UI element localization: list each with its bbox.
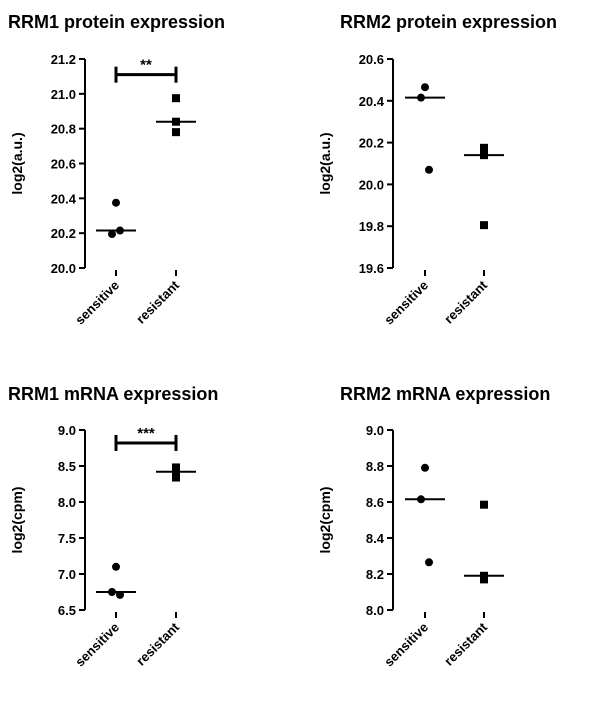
x-category-label: sensitive	[72, 278, 122, 328]
y-tick-label: 20.0	[359, 177, 384, 192]
x-category-label: resistant	[441, 619, 490, 668]
y-tick-label: 8.2	[366, 567, 384, 582]
x-category-label: sensitive	[72, 620, 122, 670]
y-tick-label: 7.0	[58, 567, 76, 582]
y-tick-label: 8.4	[366, 531, 385, 546]
y-tick-label: 6.5	[58, 603, 76, 618]
x-category-label: sensitive	[381, 620, 431, 670]
data-point-sensitive	[112, 562, 120, 571]
y-tick-label: 8.6	[366, 495, 384, 510]
y-tick-label: 19.6	[359, 261, 384, 276]
data-point-sensitive	[112, 198, 120, 207]
y-axis-label: log2(a.u.)	[9, 132, 25, 194]
data-point-resistant	[480, 143, 488, 152]
chart-title: RRM2 protein expression	[340, 12, 557, 32]
data-point-resistant	[172, 128, 180, 137]
data-point-resistant	[480, 500, 488, 509]
y-tick-label: 8.0	[58, 495, 76, 510]
y-axis-label: log2(a.u.)	[317, 132, 333, 194]
data-point-resistant	[480, 221, 488, 230]
y-tick-label: 21.0	[51, 87, 76, 102]
x-category-label: resistant	[133, 277, 182, 326]
x-category-label: resistant	[441, 277, 490, 326]
y-tick-label: 20.6	[51, 157, 76, 172]
y-axis-label: log2(cpm)	[9, 487, 25, 554]
y-tick-label: 20.6	[359, 52, 384, 67]
chart-panel-3: RRM1 mRNA expression 6.5 7.0 7.5 8.0 8.5 9.0 lo…	[8, 384, 218, 669]
data-point-sensitive	[108, 230, 116, 239]
y-tick-label: 20.4	[359, 94, 385, 109]
y-tick-label: 9.0	[58, 423, 76, 438]
chart-panel-2: RRM2 protein expression 19.6 19.8 20.0 20.2 2…	[317, 12, 557, 327]
chart-title: RRM2 mRNA expression	[340, 384, 550, 404]
data-point-sensitive	[421, 463, 429, 472]
y-tick-label: 8.0	[366, 603, 384, 618]
y-tick-label: 19.8	[359, 219, 384, 234]
y-tick-label: 8.8	[366, 459, 384, 474]
data-point-resistant	[172, 94, 180, 103]
chart-title: RRM1 protein expression	[8, 12, 225, 32]
y-tick-label: 8.5	[58, 459, 76, 474]
data-point-sensitive	[425, 165, 433, 174]
chart-panel-4: RRM2 mRNA expression 8.0 8.2 8.4 8.6 8.8 9.0 lo…	[317, 384, 550, 669]
y-tick-label: 20.4	[51, 191, 77, 206]
significance-label: **	[140, 57, 152, 74]
x-category-label: resistant	[133, 619, 182, 668]
y-tick-label: 7.5	[58, 531, 76, 546]
y-tick-label: 21.2	[51, 52, 76, 67]
significance-label: ***	[137, 425, 155, 442]
data-point-sensitive	[425, 558, 433, 567]
chart-panel-1: RRM1 protein expression 20.0 20.2 20.4 20.6 2…	[8, 12, 225, 327]
y-axis-label: log2(cpm)	[317, 487, 333, 554]
data-point-resistant	[172, 473, 180, 482]
y-tick-label: 20.0	[51, 261, 76, 276]
y-tick-label: 20.8	[51, 122, 76, 137]
y-tick-label: 9.0	[366, 423, 384, 438]
data-point-resistant	[172, 463, 180, 472]
chart-title: RRM1 mRNA expression	[8, 384, 218, 404]
data-point-resistant	[480, 575, 488, 584]
x-category-label: sensitive	[381, 278, 431, 328]
y-tick-label: 20.2	[359, 136, 384, 151]
y-tick-label: 20.2	[51, 226, 76, 241]
data-point-sensitive	[421, 83, 429, 92]
